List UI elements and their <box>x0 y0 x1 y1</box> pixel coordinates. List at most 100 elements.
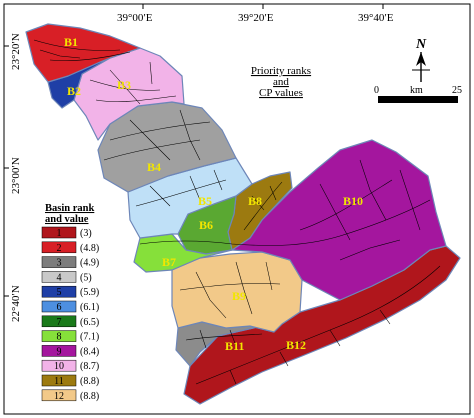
basin-b1 <box>25 23 141 83</box>
river-b11 <box>185 329 263 349</box>
legend-swatch <box>41 359 77 372</box>
legend-item: 2 (4.8) <box>41 241 99 254</box>
legend-rank: 12 <box>54 391 64 402</box>
legend-item: 4 (5) <box>41 271 92 283</box>
legend-swatch <box>41 330 77 342</box>
legend-value: (6.5) <box>80 317 99 328</box>
latitude-label-3: 22°40′N <box>10 285 22 322</box>
legend-items: 1 (3) 2 (4.8) 3 (4.9) 4 (5) 5 (5.9) 6 (6.1) 7 (6.5) 8 (… <box>41 226 99 402</box>
legend-swatch <box>41 226 77 239</box>
scale-unit: km <box>410 85 423 96</box>
legend: Basin rank and value 1 (3) 2 (4.8) 3 (4.9) 4 (5… <box>41 203 99 402</box>
legend-item: 9 (8.4) <box>41 345 99 357</box>
label-b7: B7 <box>162 255 176 269</box>
basin-b12 <box>183 245 461 405</box>
legend-item: 10 (8.7) <box>41 359 99 372</box>
legend-swatch <box>41 300 77 313</box>
legend-rank: 9 <box>57 346 62 357</box>
legend-value: (8.8) <box>80 391 99 402</box>
legend-rank: 5 <box>57 287 62 298</box>
longitude-ticks <box>142 4 384 9</box>
river-b10 <box>299 159 421 261</box>
scale-start: 0 <box>374 85 379 96</box>
label-b3: B3 <box>117 78 131 92</box>
scale-bar: 0 km 25 <box>374 85 462 103</box>
legend-swatch <box>41 345 77 357</box>
latitude-ticks <box>4 45 9 297</box>
label-b12: B12 <box>286 338 306 352</box>
legend-swatch <box>41 256 77 268</box>
legend-rank: 10 <box>54 361 64 372</box>
latitude-label-2: 23°00′N <box>10 157 22 194</box>
scale-end: 25 <box>452 85 462 96</box>
river-b1 <box>33 39 131 61</box>
basin-b7 <box>133 233 233 273</box>
legend-rank: 6 <box>57 302 62 313</box>
longitude-label-1: 39°00′E <box>117 12 153 24</box>
legend-value: (4.8) <box>80 243 99 254</box>
legend-swatch <box>41 285 77 298</box>
label-b6: B6 <box>199 218 213 232</box>
north-arrow-icon: N <box>412 37 430 82</box>
legend-item: 5 (5.9) <box>41 285 99 298</box>
legend-value: (5.9) <box>80 287 99 298</box>
latitude-label-1: 23°20′N <box>10 33 22 70</box>
legend-swatch <box>41 374 77 387</box>
longitude-label-3: 39°40′E <box>358 12 394 24</box>
river-b12 <box>195 265 441 385</box>
legend-swatch <box>41 241 77 254</box>
river-b9 <box>179 261 281 319</box>
basin-b9 <box>171 251 303 333</box>
legend-value: (8.4) <box>80 346 99 357</box>
legend-item: 7 (6.5) <box>41 315 99 328</box>
label-b1: B1 <box>64 35 78 49</box>
legend-item: 8 (7.1) <box>41 330 99 343</box>
longitude-label-2: 39°20′E <box>238 12 274 24</box>
legend-item: 3 (4.9) <box>41 256 99 269</box>
label-b4: B4 <box>147 160 161 174</box>
river-b8 <box>243 181 283 231</box>
legend-value: (8.7) <box>80 361 99 372</box>
legend-rank: 8 <box>57 332 62 343</box>
legend-rank: 1 <box>57 228 62 239</box>
title-line-3: CP values <box>259 87 303 99</box>
legend-value: (7.1) <box>80 332 99 343</box>
legend-value: (3) <box>80 228 92 239</box>
map-title: Priority ranks and CP values <box>251 65 311 99</box>
river-b3 <box>89 61 177 105</box>
legend-rank: 2 <box>57 243 62 254</box>
legend-title-line-1: Basin rank <box>45 203 94 214</box>
legend-value: (4.9) <box>80 258 99 269</box>
legend-value: (5) <box>80 272 92 283</box>
legend-title-line-2: and value <box>45 214 89 225</box>
legend-rank: 7 <box>57 317 62 328</box>
legend-item: 1 (3) <box>41 226 92 239</box>
drainage-network <box>33 39 441 385</box>
legend-rank: 4 <box>57 272 62 283</box>
legend-swatch <box>41 315 77 328</box>
legend-item: 11 (8.8) <box>41 374 99 387</box>
legend-swatch <box>41 271 77 283</box>
label-b5: B5 <box>198 194 212 208</box>
label-b2: B2 <box>67 84 81 98</box>
label-b10: B10 <box>343 194 363 208</box>
north-label: N <box>415 37 427 52</box>
legend-swatch <box>41 389 77 402</box>
legend-rank: 3 <box>57 258 62 269</box>
legend-value: (8.8) <box>80 376 99 387</box>
legend-item: 12 (8.8) <box>41 389 99 402</box>
basins <box>25 23 461 405</box>
basin-labels: B1 B2 B3 B4 B5 B6 B7 B8 B9 B10 B11 B12 <box>64 35 363 353</box>
label-b11: B11 <box>225 339 244 353</box>
legend-rank: 11 <box>54 376 64 387</box>
label-b8: B8 <box>248 194 262 208</box>
legend-item: 6 (6.1) <box>41 300 99 313</box>
title-line-1: Priority ranks <box>251 65 311 77</box>
title-line-2: and <box>273 76 289 88</box>
river-main <box>139 199 431 246</box>
river-b4 <box>103 109 211 161</box>
river-b5 <box>135 169 227 207</box>
label-b9: B9 <box>232 289 246 303</box>
legend-value: (6.1) <box>80 302 99 313</box>
